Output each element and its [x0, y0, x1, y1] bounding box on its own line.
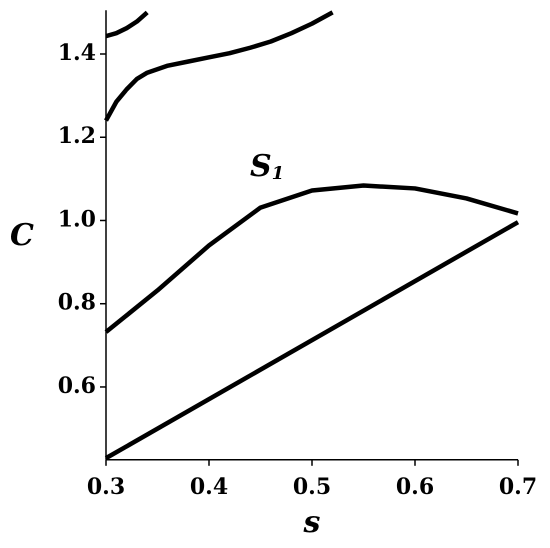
y-tick-label: 1.2 [58, 123, 96, 149]
y-axis-title: C [10, 218, 34, 253]
x-tick-label: 0.5 [293, 474, 331, 500]
y-tick-label: 1.0 [58, 206, 96, 232]
x-tick-label: 0.4 [190, 474, 228, 500]
x-tick-label: 0.6 [396, 474, 434, 500]
y-tick-label: 0.8 [58, 290, 96, 316]
annotation-text: S [250, 149, 272, 184]
x-tick-label: 0.7 [499, 474, 537, 500]
x-tick-label: 0.3 [87, 474, 125, 500]
curve [104, 10, 334, 122]
x-axis-title: s [303, 505, 321, 540]
curve [105, 10, 149, 39]
y-tick-label: 0.6 [58, 373, 96, 399]
curve-annotation: S1 [250, 149, 284, 184]
y-tick-label: 1.4 [58, 40, 96, 66]
curve [104, 220, 520, 461]
curve [104, 183, 519, 334]
annotation-subscript: 1 [272, 163, 285, 184]
